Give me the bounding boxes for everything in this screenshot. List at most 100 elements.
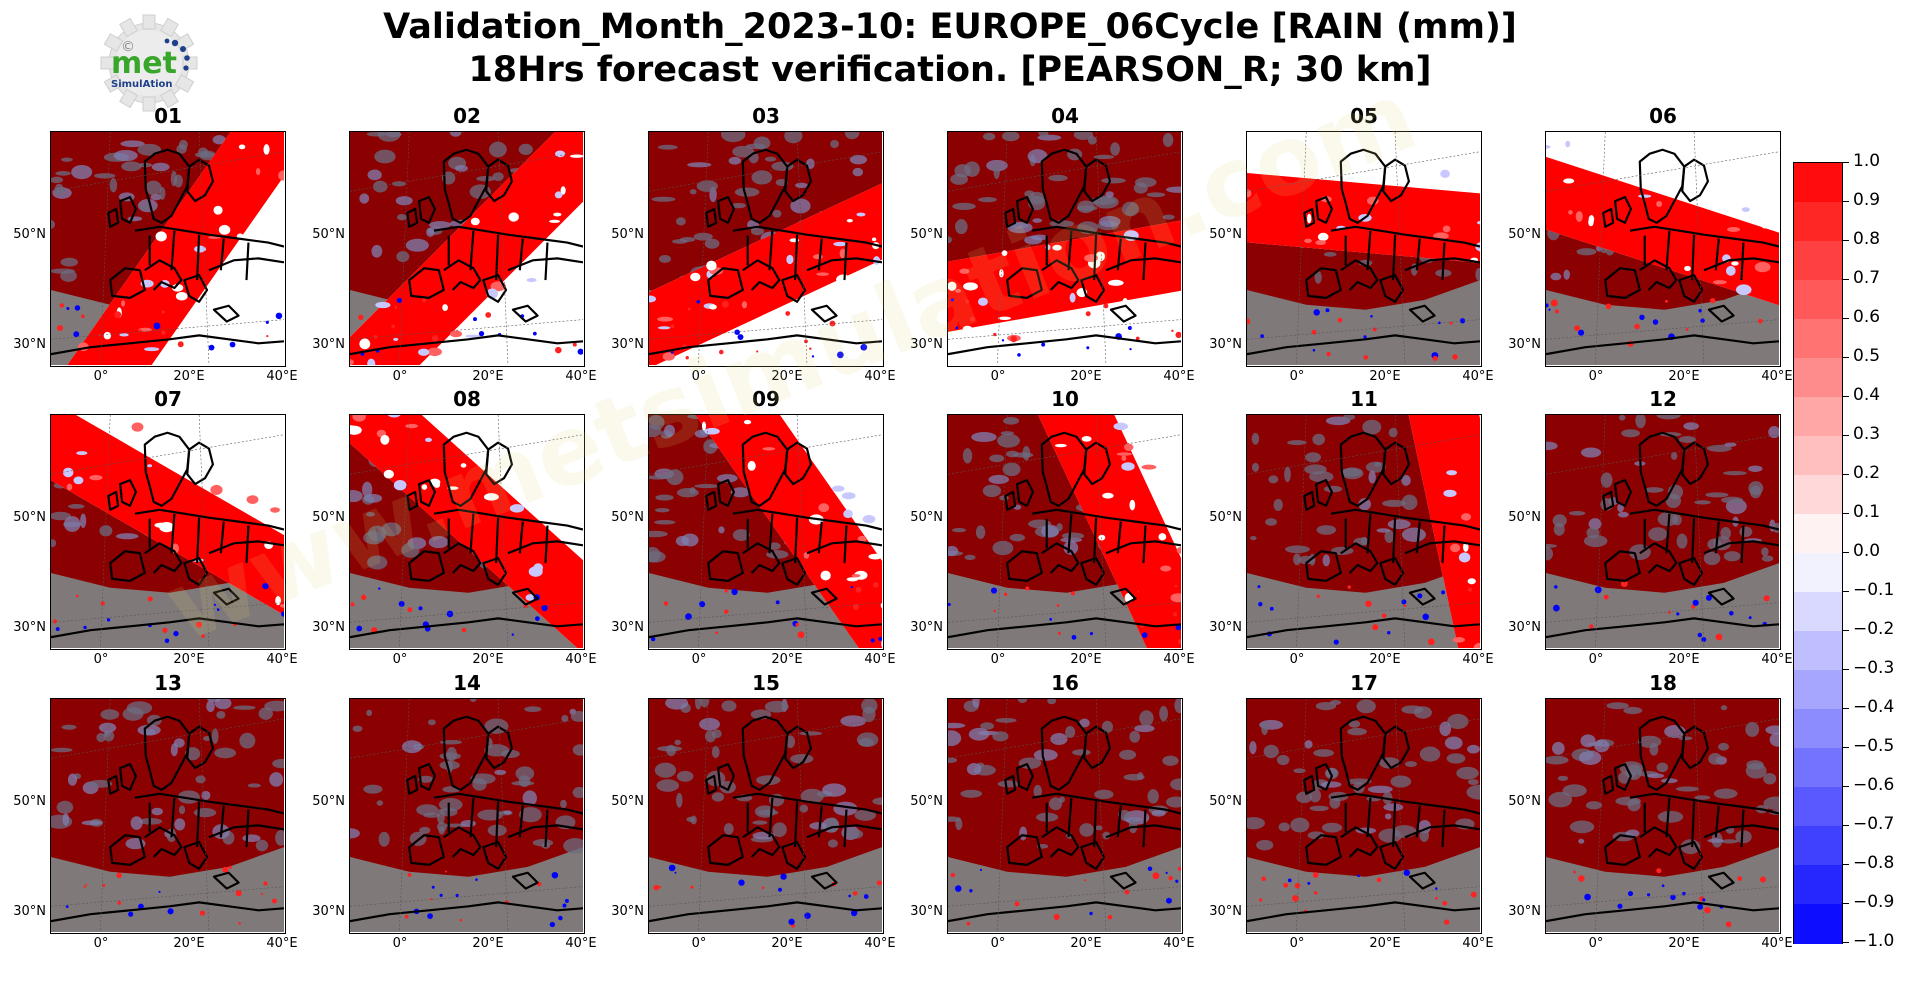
y-tick-label: 50°N [910, 794, 943, 809]
y-tick-label: 30°N [1508, 904, 1541, 919]
correlation-map [1246, 131, 1482, 367]
map-panel-13: 13 50°N 30°N 0° 20°E 40°E [13, 671, 297, 961]
y-tick-label: 50°N [13, 227, 46, 242]
y-tick-label: 50°N [910, 510, 943, 525]
correlation-map [50, 131, 286, 367]
x-tick-label: 0° [392, 936, 408, 951]
map-panel-11: 11 50°N 30°N 0° 20°E 40°E [1209, 387, 1493, 677]
colorbar-tick [1843, 591, 1849, 592]
y-tick-label: 50°N [1209, 227, 1242, 242]
x-tick-label: 0° [691, 936, 707, 951]
panel-title: 09 [752, 387, 780, 411]
colorbar-tick [1843, 708, 1849, 709]
map-panel-01: 01 50°N 30°N 0° 20°E 40°E [13, 104, 297, 394]
x-tick-label: 0° [1289, 652, 1305, 667]
y-tick-label: 30°N [910, 904, 943, 919]
correlation-map [648, 131, 884, 367]
colorbar-tick [1843, 513, 1849, 514]
colorbar-tick [1843, 903, 1849, 904]
panel-title: 10 [1051, 387, 1079, 411]
x-tick-label: 0° [1588, 369, 1604, 384]
map-panel-17: 17 50°N 30°N 0° 20°E 40°E [1209, 671, 1493, 961]
y-tick-label: 50°N [611, 510, 644, 525]
panel-title: 18 [1649, 671, 1677, 695]
y-tick-label: 30°N [611, 904, 644, 919]
map-panel-15: 15 50°N 30°N 0° 20°E 40°E [611, 671, 895, 961]
x-tick-label: 0° [691, 369, 707, 384]
x-tick-label: 40°E [864, 936, 896, 951]
map-panel-07: 07 50°N 30°N 0° 20°E 40°E [13, 387, 297, 677]
x-tick-label: 20°E [1668, 369, 1700, 384]
colorbar-level [1794, 787, 1842, 827]
colorbar-level [1794, 631, 1842, 671]
colorbar-tick-label: −0.9 [1853, 892, 1895, 912]
y-tick-label: 30°N [1209, 620, 1242, 635]
x-tick-label: 20°E [472, 936, 504, 951]
colorbar-level [1794, 241, 1842, 281]
map-panel-06: 06 50°N 30°N 0° 20°E 40°E [1508, 104, 1792, 394]
title-line-1: Validation_Month_2023-10: EUROPE_06Cycle… [383, 7, 1517, 47]
correlation-map [1246, 414, 1482, 650]
colorbar-tick-label: 0.8 [1853, 229, 1881, 249]
map-panel-05: 05 50°N 30°N 0° 20°E 40°E [1209, 104, 1493, 394]
colorbar-tick [1843, 864, 1849, 865]
y-tick-label: 30°N [13, 337, 46, 352]
colorbar-tick-label: 0.9 [1853, 190, 1881, 210]
colorbar-tick [1843, 552, 1849, 553]
copyright-mark: © [121, 39, 135, 55]
y-tick-label: 50°N [1508, 510, 1541, 525]
colorbar-level [1794, 436, 1842, 476]
x-tick-label: 40°E [864, 369, 896, 384]
panel-title: 07 [154, 387, 182, 411]
panel-title: 01 [154, 104, 182, 128]
colorbar-tick-label: 0.1 [1853, 502, 1881, 522]
x-tick-label: 40°E [1462, 369, 1494, 384]
y-tick-label: 50°N [312, 227, 345, 242]
x-tick-label: 40°E [266, 936, 298, 951]
map-panel-10: 10 50°N 30°N 0° 20°E 40°E [910, 387, 1194, 677]
correlation-map [648, 414, 884, 650]
y-tick-label: 30°N [1508, 337, 1541, 352]
panel-title: 17 [1350, 671, 1378, 695]
x-tick-label: 0° [990, 652, 1006, 667]
x-tick-label: 20°E [1668, 652, 1700, 667]
y-tick-label: 30°N [910, 620, 943, 635]
colorbar-tick [1843, 357, 1849, 358]
x-tick-label: 20°E [1070, 369, 1102, 384]
logo-subtext: SimulAtion [111, 79, 173, 90]
logo-text: met [111, 46, 177, 81]
correlation-map [947, 131, 1183, 367]
correlation-map [50, 414, 286, 650]
y-tick-label: 50°N [1209, 794, 1242, 809]
x-tick-label: 20°E [771, 652, 803, 667]
y-tick-label: 50°N [1508, 227, 1541, 242]
colorbar-level [1794, 319, 1842, 359]
correlation-map [947, 698, 1183, 934]
y-tick-label: 50°N [312, 510, 345, 525]
y-tick-label: 30°N [1209, 904, 1242, 919]
panel-title: 03 [752, 104, 780, 128]
x-tick-label: 40°E [565, 652, 597, 667]
x-tick-label: 0° [392, 369, 408, 384]
colorbar-tick [1843, 786, 1849, 787]
x-tick-label: 40°E [1163, 652, 1195, 667]
x-tick-label: 20°E [173, 936, 205, 951]
colorbar-tick-label: 1.0 [1853, 151, 1881, 171]
colorbar-tick-label: 0.5 [1853, 346, 1881, 366]
x-tick-label: 20°E [1070, 652, 1102, 667]
correlation-map [349, 414, 585, 650]
x-tick-label: 20°E [1369, 936, 1401, 951]
title-line-2: 18Hrs forecast verification. [PEARSON_R;… [468, 50, 1432, 90]
x-tick-label: 0° [93, 652, 109, 667]
x-tick-label: 40°E [1761, 369, 1793, 384]
x-tick-label: 20°E [173, 652, 205, 667]
colorbar-tick-label: −0.4 [1853, 697, 1895, 717]
colorbar-tick [1843, 279, 1849, 280]
map-panel-14: 14 50°N 30°N 0° 20°E 40°E [312, 671, 596, 961]
x-tick-label: 0° [1588, 652, 1604, 667]
panel-title: 05 [1350, 104, 1378, 128]
x-tick-label: 20°E [472, 652, 504, 667]
x-tick-label: 40°E [1462, 652, 1494, 667]
map-panel-16: 16 50°N 30°N 0° 20°E 40°E [910, 671, 1194, 961]
x-tick-label: 40°E [565, 369, 597, 384]
